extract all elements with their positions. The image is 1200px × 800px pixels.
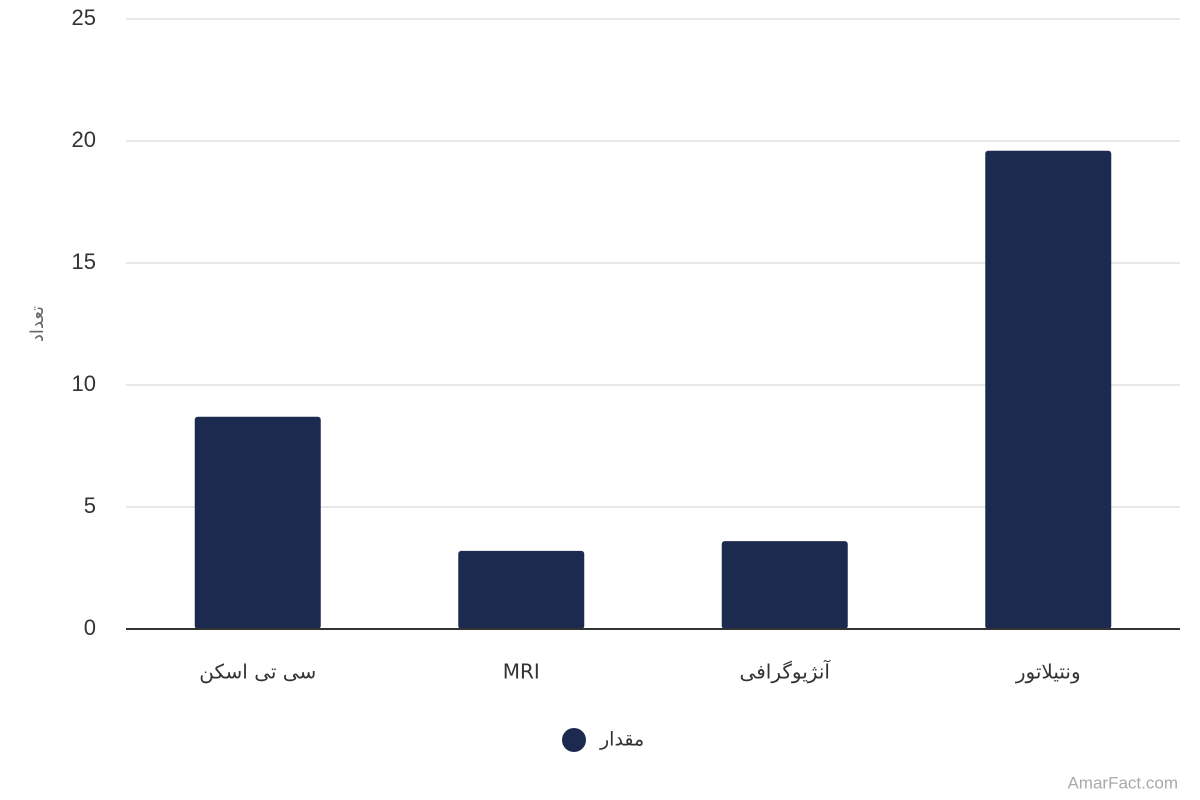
legend-label: مقدار bbox=[599, 729, 644, 751]
x-tick-label: آنژیوگرافی bbox=[740, 659, 832, 684]
y-tick-label: 15 bbox=[72, 249, 96, 274]
x-tick-label: ونتیلاتور bbox=[1015, 660, 1081, 684]
bar bbox=[985, 150, 1112, 629]
y-tick-label: 0 bbox=[84, 615, 96, 640]
y-axis-label: تعداد bbox=[27, 306, 48, 342]
bar bbox=[194, 416, 321, 629]
y-tick-label: 10 bbox=[72, 371, 96, 396]
x-tick-label: MRI bbox=[503, 660, 540, 684]
y-tick-label: 5 bbox=[84, 493, 96, 518]
credit: AmarFact.com bbox=[1067, 773, 1178, 792]
y-tick-label: 20 bbox=[72, 127, 96, 152]
bar bbox=[458, 550, 585, 629]
x-tick-label: سی تی اسکن bbox=[199, 660, 316, 684]
y-tick-label: 25 bbox=[72, 5, 96, 30]
legend-marker bbox=[562, 728, 586, 752]
bar bbox=[721, 541, 848, 629]
